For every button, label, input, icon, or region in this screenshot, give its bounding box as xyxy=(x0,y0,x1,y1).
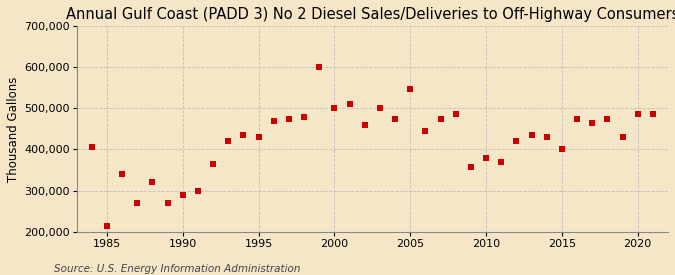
Text: Source: U.S. Energy Information Administration: Source: U.S. Energy Information Administ… xyxy=(54,264,300,274)
Point xyxy=(450,112,461,117)
Point xyxy=(269,119,279,123)
Point xyxy=(647,112,658,117)
Point xyxy=(481,155,491,160)
Y-axis label: Thousand Gallons: Thousand Gallons xyxy=(7,76,20,182)
Point xyxy=(405,86,416,91)
Point xyxy=(541,135,552,139)
Title: Annual Gulf Coast (PADD 3) No 2 Diesel Sales/Deliveries to Off-Highway Consumers: Annual Gulf Coast (PADD 3) No 2 Diesel S… xyxy=(65,7,675,22)
Point xyxy=(496,160,507,164)
Point xyxy=(526,133,537,137)
Point xyxy=(299,114,310,119)
Point xyxy=(389,116,400,121)
Point xyxy=(602,116,613,121)
Point xyxy=(178,192,188,197)
Point xyxy=(329,106,340,111)
Point xyxy=(132,201,142,205)
Point xyxy=(238,133,249,137)
Point xyxy=(117,172,128,176)
Point xyxy=(587,120,597,125)
Point xyxy=(344,102,355,106)
Point xyxy=(556,147,567,152)
Point xyxy=(572,116,583,121)
Point xyxy=(102,224,113,228)
Point xyxy=(359,123,370,127)
Point xyxy=(208,162,219,166)
Point xyxy=(420,129,431,133)
Point xyxy=(617,135,628,139)
Point xyxy=(162,201,173,205)
Point xyxy=(86,145,97,150)
Point xyxy=(511,139,522,144)
Point xyxy=(466,164,477,169)
Point xyxy=(632,112,643,117)
Point xyxy=(375,106,385,111)
Point xyxy=(192,188,203,193)
Point xyxy=(253,135,264,139)
Point xyxy=(147,180,158,185)
Point xyxy=(314,65,325,69)
Point xyxy=(284,116,294,121)
Point xyxy=(223,139,234,144)
Point xyxy=(435,116,446,121)
